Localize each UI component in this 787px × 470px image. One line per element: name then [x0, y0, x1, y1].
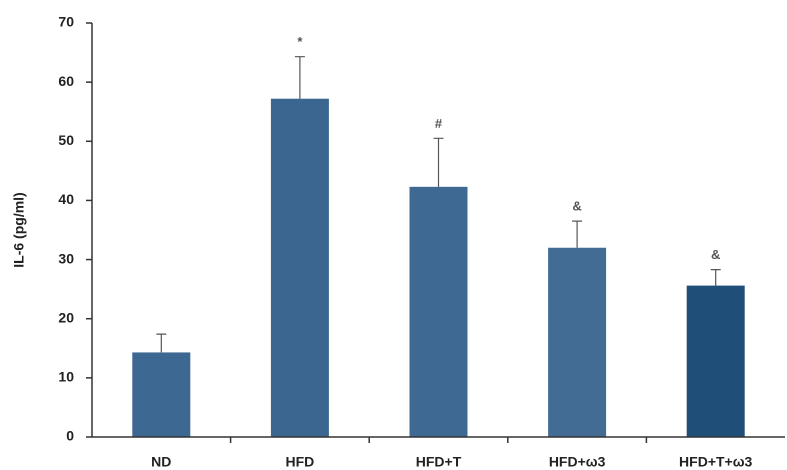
- error-bar: [572, 221, 582, 248]
- x-tick-label: HFD+ω3: [549, 454, 606, 470]
- y-tick-label: 70: [58, 14, 74, 30]
- y-tick-label: 0: [66, 428, 74, 444]
- y-tick-label: 50: [58, 132, 74, 148]
- error-bar: [711, 270, 721, 286]
- y-tick-label: 10: [58, 369, 74, 385]
- error-bar: [295, 57, 305, 99]
- bar: [410, 187, 468, 437]
- bar: [271, 99, 329, 437]
- bar: [132, 352, 190, 437]
- y-tick-label: 30: [58, 250, 74, 266]
- error-bar: [434, 138, 444, 186]
- significance-marker: *: [297, 34, 303, 49]
- y-axis-label: IL-6 (pg/ml): [11, 192, 27, 267]
- significance-marker: &: [572, 199, 581, 214]
- y-tick-label: 20: [58, 309, 74, 325]
- x-tick-label: HFD+T+ω3: [679, 454, 753, 470]
- x-tick-label: HFD: [286, 454, 315, 470]
- y-tick-label: 60: [58, 73, 74, 89]
- bar: [548, 248, 606, 437]
- chart: IL-6 (pg/ml) 0 10 20 30 40 50 60 70 ND * HFD # HFD+T…: [0, 0, 787, 470]
- x-tick-label: ND: [151, 454, 171, 470]
- x-tick-label: HFD+T: [416, 454, 462, 470]
- significance-marker: &: [711, 247, 720, 262]
- y-tick-label: 40: [58, 191, 74, 207]
- significance-marker: #: [435, 116, 443, 131]
- bar: [687, 286, 745, 437]
- error-bar: [156, 334, 166, 352]
